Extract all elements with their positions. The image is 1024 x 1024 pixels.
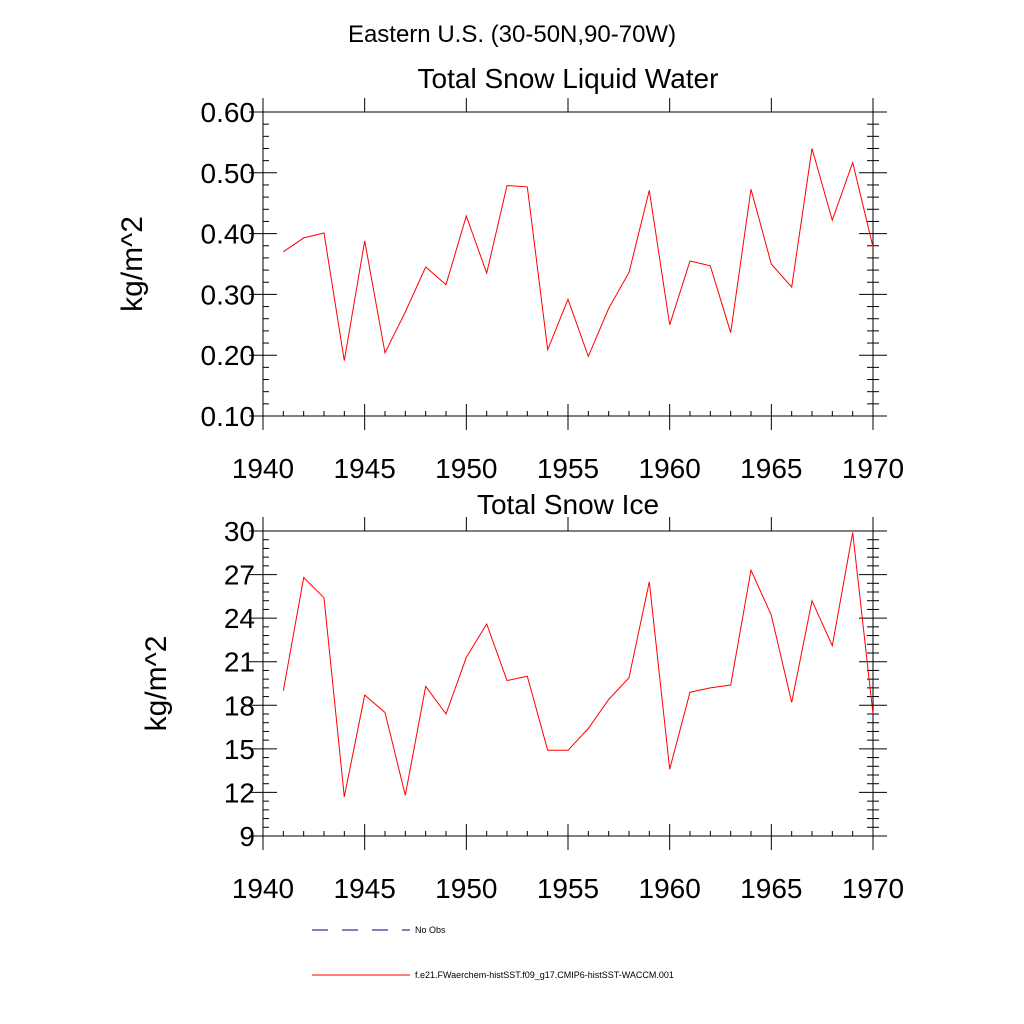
x-tick-label: 1950 (435, 453, 497, 484)
chart-panels: Total Snow Liquid Water 1940 1945 1950 1955 1… (116, 63, 904, 904)
x-tick-label: 1955 (537, 873, 599, 904)
y-tick-label: 21 (224, 647, 255, 678)
y-tick-label: 30 (224, 516, 255, 547)
y-tick-label: 27 (224, 560, 255, 591)
y-tick-label: 0.40 (201, 219, 256, 250)
y-tick-label: 12 (224, 777, 255, 808)
y-axis-label: kg/m^2 (140, 636, 173, 732)
chart-panel-2: Total Snow Ice 1940 1945 1950 1955 1960 1965 19… (140, 489, 904, 904)
y-tick-label: 0.60 (201, 97, 256, 128)
x-tick-label: 1965 (740, 873, 802, 904)
x-tick-label: 1965 (740, 453, 802, 484)
y-tick-label: 18 (224, 690, 255, 721)
plot-frame (262, 111, 874, 417)
y-tick-label: 0.10 (201, 401, 256, 432)
chart-panel-1: Total Snow Liquid Water 1940 1945 1950 1955 1… (116, 63, 904, 484)
y-tick-label: 0.30 (201, 279, 256, 310)
y-tick-label: 15 (224, 734, 255, 765)
y-tick-label: 0.20 (201, 340, 256, 371)
x-tick-label: 1970 (842, 453, 904, 484)
series-line-1 (282, 532, 874, 797)
x-tick-label: 1950 (435, 873, 497, 904)
series-line-1 (283, 148, 874, 361)
x-tick-label: 1945 (334, 873, 396, 904)
plot-frame (262, 530, 874, 837)
x-tick-label: 1960 (639, 453, 701, 484)
figure-title: Eastern U.S. (30-50N,90-70W) (348, 21, 676, 48)
y-axis-label: kg/m^2 (116, 216, 149, 312)
x-tick-label: 1960 (639, 873, 701, 904)
x-tick-label: 1945 (334, 453, 396, 484)
x-tick-label: 1940 (232, 873, 294, 904)
chart-title: Total Snow Ice (477, 489, 659, 520)
x-tick-label: 1940 (232, 453, 294, 484)
y-tick-label: 24 (224, 603, 255, 634)
legend-label-no-obs: No Obs (415, 925, 446, 935)
y-tick-label: 0.50 (201, 158, 256, 189)
x-tick-label: 1970 (842, 873, 904, 904)
legend-label-model: f.e21.FWaerchem-histSST.f09_g17.CMIP6-hi… (415, 970, 674, 980)
y-tick-label: 9 (239, 821, 255, 852)
chart-title: Total Snow Liquid Water (418, 63, 719, 94)
legend: No Obs f.e21.FWaerchem-histSST.f09_g17.CM… (312, 925, 674, 980)
x-tick-label: 1955 (537, 453, 599, 484)
